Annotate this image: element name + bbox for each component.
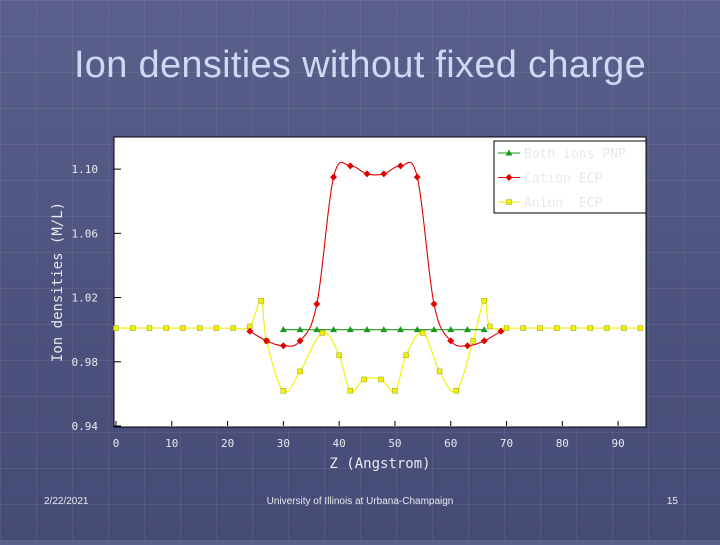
data-point (320, 330, 325, 335)
data-point (504, 326, 509, 331)
data-point (231, 326, 236, 331)
data-point (180, 326, 185, 331)
legend: Both ions PNP Cation ECP Anion ECP (494, 141, 646, 213)
legend-label: Both ions PNP (524, 147, 626, 162)
data-point (259, 298, 264, 303)
data-point (538, 326, 543, 331)
data-point (621, 326, 626, 331)
y-tick-label: 1.06 (72, 227, 99, 240)
data-point (588, 326, 593, 331)
chart: 0 10 20 30 40 50 60 70 80 90 0.94 0.98 1.02 1.06 1.10 … (0, 0, 720, 540)
y-tick-label: 0.98 (72, 356, 99, 369)
y-tick-label: 1.10 (72, 163, 99, 176)
x-tick-label: 0 (113, 437, 120, 450)
data-point (214, 326, 219, 331)
data-point (281, 388, 286, 393)
data-point (554, 326, 559, 331)
x-tick-label: 90 (611, 437, 624, 450)
data-point (487, 324, 492, 329)
x-tick-label: 20 (221, 437, 234, 450)
data-point (379, 377, 384, 382)
legend-label: Anion ECP (524, 196, 602, 211)
y-axis-label: Ion densities (M/L) (50, 202, 66, 362)
x-tick-label: 50 (388, 437, 401, 450)
data-point (147, 326, 152, 331)
data-point (337, 353, 342, 358)
y-tick-label: 1.02 (72, 292, 99, 305)
data-point (420, 330, 425, 335)
data-point (197, 326, 202, 331)
x-tick-label: 30 (277, 437, 290, 450)
data-point (392, 388, 397, 393)
y-tick-label: 0.94 (72, 420, 99, 433)
data-point (454, 388, 459, 393)
data-point (114, 326, 119, 331)
data-point (604, 326, 609, 331)
data-point (471, 338, 476, 343)
data-point (130, 326, 135, 331)
footer-institution: University of Illinois at Urbana-Champai… (0, 496, 720, 507)
x-tick-label: 80 (556, 437, 569, 450)
data-point (348, 388, 353, 393)
data-point (164, 326, 169, 331)
legend-label: Cation ECP (524, 172, 602, 187)
x-tick-label: 70 (500, 437, 513, 450)
x-tick-label: 40 (333, 437, 346, 450)
chart-svg: 0 10 20 30 40 50 60 70 80 900.940.981.021.061.10 … (0, 0, 720, 540)
data-point (298, 369, 303, 374)
data-point (571, 326, 576, 331)
data-point (521, 326, 526, 331)
footer-page-number: 15 (667, 496, 678, 507)
data-point (482, 298, 487, 303)
x-axis-label: Z (Angstrom) (329, 456, 430, 472)
data-point (362, 377, 367, 382)
x-tick-label: 10 (165, 437, 178, 450)
data-point (404, 353, 409, 358)
legend-marker (507, 200, 512, 205)
x-tick-label: 60 (444, 437, 457, 450)
data-point (437, 369, 442, 374)
data-point (638, 326, 643, 331)
